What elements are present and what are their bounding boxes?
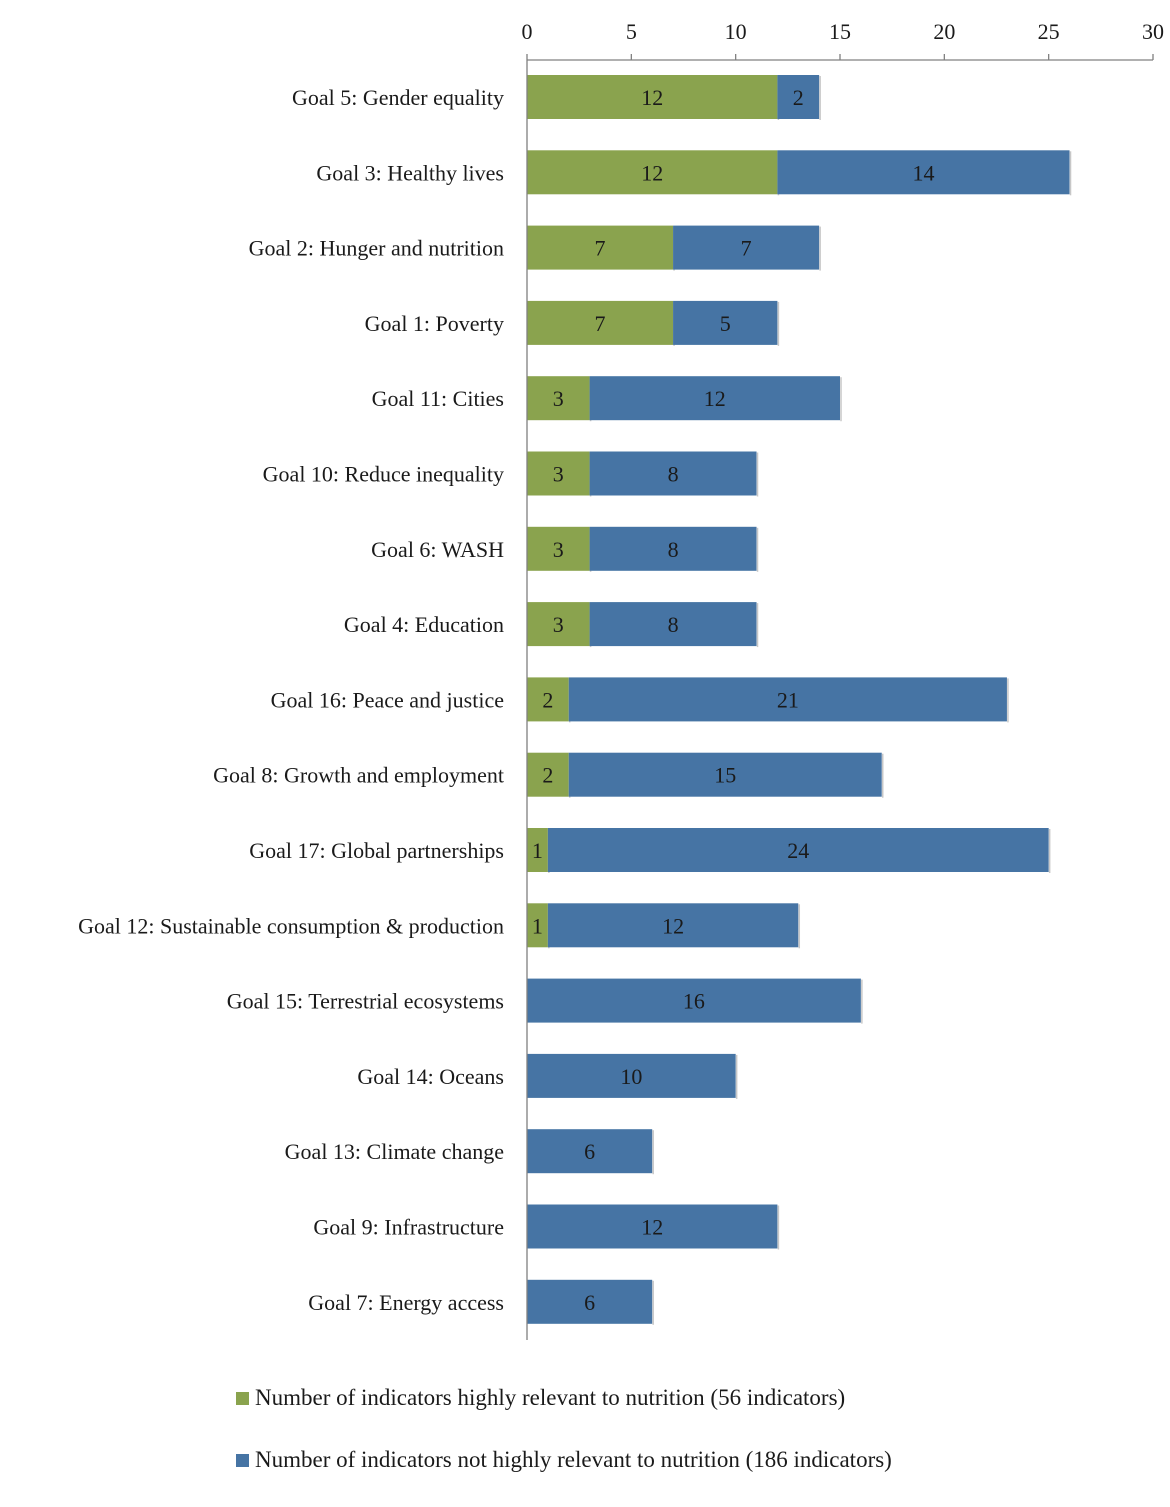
data-label: 3 (553, 537, 564, 562)
data-label: 1 (532, 838, 543, 863)
bar-segment (527, 677, 569, 722)
bar-segment (777, 75, 820, 119)
category-label: Goal 11: Cities (372, 386, 504, 411)
category-label: Goal 2: Hunger and nutrition (249, 236, 504, 261)
data-label: 3 (553, 612, 564, 637)
data-label: 8 (668, 462, 679, 487)
bar-segment (673, 300, 778, 345)
bar-segment (527, 752, 569, 797)
bar-segment (589, 376, 840, 421)
category-labels: Goal 5: Gender equality Goal 3: Healthy l… (78, 85, 504, 1315)
bar-segment (777, 150, 1070, 195)
data-label: 8 (668, 612, 679, 637)
data-label: 12 (704, 386, 726, 411)
bar-segment (589, 602, 757, 647)
category-label: Goal 7: Energy access (308, 1290, 504, 1315)
data-label: 3 (553, 386, 564, 411)
data-label: 16 (683, 989, 705, 1014)
data-label: 24 (787, 838, 809, 863)
data-label: 12 (641, 85, 663, 110)
data-label: 2 (793, 85, 804, 110)
bar-segment (527, 1279, 653, 1324)
category-label: Goal 10: Reduce inequality (263, 462, 504, 487)
bar-segment (568, 677, 1007, 722)
bar-segment (547, 903, 799, 948)
x-axis-ticks: 0 5 10 15 20 25 30 (522, 19, 1164, 60)
bar-segment (527, 602, 590, 647)
category-label: Goal 17: Global partnerships (249, 838, 504, 863)
bar-segment (527, 150, 778, 195)
legend-swatch-green (236, 1391, 249, 1405)
data-label: 6 (584, 1290, 595, 1315)
data-label: 5 (720, 311, 731, 336)
bar-segment (527, 1053, 736, 1098)
category-label: Goal 13: Climate change (285, 1139, 504, 1164)
category-label: Goal 3: Healthy lives (316, 160, 504, 185)
data-label: 2 (542, 687, 553, 712)
x-tick-label: 30 (1142, 19, 1164, 44)
data-label: 3 (553, 462, 564, 487)
bars (527, 75, 1072, 1325)
data-label: 12 (662, 913, 684, 938)
bar-segment (527, 75, 778, 119)
legend-swatch-blue (236, 1453, 249, 1467)
legend-label-not-highly-relevant: Number of indicators not highly relevant… (255, 1447, 892, 1472)
x-tick-label: 20 (933, 19, 955, 44)
legend-item-highly-relevant: Number of indicators highly relevant to … (236, 1383, 892, 1413)
x-tick-label: 5 (626, 19, 637, 44)
bar-segment (527, 451, 590, 496)
bar-segment (568, 752, 882, 797)
bar-segment (527, 300, 674, 345)
category-label: Goal 4: Education (344, 612, 504, 637)
bar-segment (589, 451, 757, 496)
data-label: 2 (542, 763, 553, 788)
data-label: 7 (741, 236, 752, 261)
x-tick-label: 15 (829, 19, 851, 44)
bar-segment (527, 1129, 653, 1174)
bar-segment (589, 526, 757, 571)
stacked-bar-chart: 0 5 10 15 20 25 30 Goal 5: Gender equalityGoal… (78, 19, 1164, 1340)
legend: Number of indicators highly relevant to … (236, 1383, 892, 1507)
data-label: 1 (532, 913, 543, 938)
category-label: Goal 6: WASH (371, 537, 504, 562)
category-label: Goal 9: Infrastructure (313, 1215, 504, 1240)
bar-segment (527, 376, 590, 421)
bar-segment (527, 526, 590, 571)
category-label: Goal 16: Peace and justice (271, 687, 504, 712)
category-label: Goal 15: Terrestrial ecosystems (227, 989, 504, 1014)
data-label: 8 (668, 537, 679, 562)
data-label: 12 (641, 1215, 663, 1240)
data-label: 21 (777, 687, 799, 712)
data-label: 6 (584, 1139, 595, 1164)
x-tick-label: 10 (725, 19, 747, 44)
legend-label-highly-relevant: Number of indicators highly relevant to … (255, 1385, 846, 1410)
data-label: 14 (912, 160, 934, 185)
data-label: 12 (641, 160, 663, 185)
data-label: 7 (595, 236, 606, 261)
bar-segment (673, 225, 820, 270)
category-label: Goal 1: Poverty (365, 311, 504, 336)
data-label: 10 (620, 1064, 642, 1089)
bar-segment (527, 1204, 778, 1249)
x-tick-label: 25 (1038, 19, 1060, 44)
category-label: Goal 12: Sustainable consumption & produ… (78, 913, 504, 938)
x-tick-label: 0 (522, 19, 533, 44)
bar-segment (527, 978, 861, 1023)
category-label: Goal 8: Growth and employment (213, 763, 504, 788)
bar-segment (547, 828, 1049, 872)
data-label: 7 (595, 311, 606, 336)
bar-segment (527, 828, 548, 872)
legend-item-not-highly-relevant: Number of indicators not highly relevant… (236, 1445, 892, 1475)
category-label: Goal 5: Gender equality (292, 85, 504, 110)
axes (526, 59, 1153, 1340)
data-label: 15 (714, 763, 736, 788)
bar-segment (527, 225, 674, 270)
bar-segment (527, 903, 548, 948)
category-label: Goal 14: Oceans (357, 1064, 504, 1089)
